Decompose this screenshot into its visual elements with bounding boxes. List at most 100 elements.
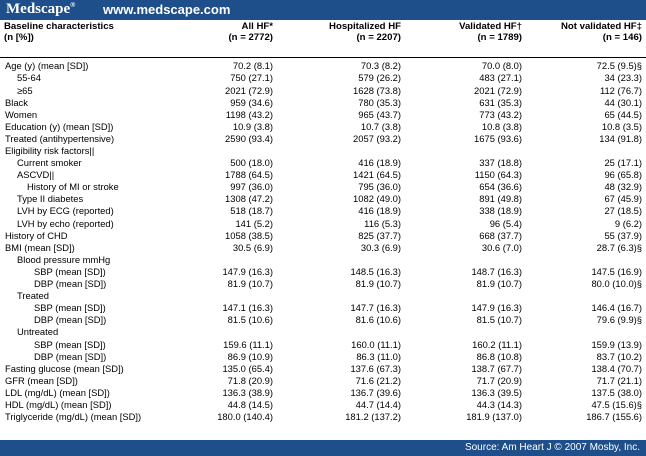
row-value: 80.0 (10.0)§ [591, 278, 642, 290]
row-value [277, 290, 405, 302]
row-value: 28.7 (6.3)§ [596, 241, 642, 253]
row-value: 1788 (64.5) [225, 169, 273, 181]
row-value: 72.5 (9.5)§ [596, 60, 642, 72]
table-row: Untreated [0, 326, 646, 338]
table-header-row: Baseline characteristics (n [%]) All HF*(… [0, 20, 646, 58]
row-value: 30.6 (7.0) [481, 241, 522, 253]
row-label: Age (y) (mean [SD]) [5, 60, 89, 72]
table-row: Black 959 (34.6) 780 (35.3) 631 (35.3) 44 (3… [0, 96, 646, 108]
row-value: 71.8 (20.9) [227, 374, 273, 386]
row-label: DBP (mean [SD]) [34, 350, 107, 362]
table-row: Blood pressure mmHg [0, 254, 646, 266]
row-value: 159.6 (11.1) [223, 338, 273, 350]
row-value: 81.9 (10.7) [355, 278, 401, 290]
row-value: 500 (18.0) [230, 157, 273, 169]
row-value: 81.6 (10.6) [355, 314, 401, 326]
table-row: SBP (mean [SD]) 147.1 (16.3) 147.7 (16.3) 1… [0, 302, 646, 314]
row-value: 47.5 (15.6)§ [591, 398, 642, 410]
row-value: 147.7 (16.3) [350, 302, 401, 314]
row-value: 825 (37.7) [358, 229, 401, 241]
row-value: 1058 (38.5) [225, 229, 273, 241]
row-value [185, 145, 277, 157]
row-value: 71.7 (20.9) [476, 374, 522, 386]
row-value: 148.5 (16.3) [350, 265, 401, 277]
row-value: 1198 (43.2) [225, 108, 273, 120]
row-value: 137.5 (38.0) [591, 386, 642, 398]
row-value [526, 290, 646, 302]
row-value: 579 (26.2) [358, 72, 401, 84]
row-label: ≥65 [17, 84, 33, 96]
row-value: 959 (34.6) [230, 96, 273, 108]
row-label: Blood pressure mmHg [17, 253, 111, 265]
row-value: 48 (32.9) [604, 181, 642, 193]
row-value: 138.7 (67.7) [471, 362, 522, 374]
row-value: 86.9 (10.9) [227, 350, 273, 362]
row-value: 10.8 (3.8) [481, 120, 522, 132]
row-value: 112 (76.7) [599, 84, 642, 96]
row-value: 654 (36.6) [479, 181, 522, 193]
row-value: 70.3 (8.2) [360, 60, 401, 72]
row-label: Fasting glucose (mean [SD]) [5, 362, 124, 374]
table-row: SBP (mean [SD]) 147.9 (16.3) 148.5 (16.3) 1… [0, 266, 646, 278]
row-label: BMI (mean [SD]) [5, 241, 75, 253]
row-value: 483 (27.1) [479, 72, 522, 84]
row-value [526, 326, 646, 338]
table-row: BMI (mean [SD]) 30.5 (6.9) 30.3 (6.9) 30.6 … [0, 241, 646, 253]
row-value: 147.5 (16.9) [591, 265, 642, 277]
row-value [405, 254, 526, 266]
table-row: Type II diabetes 1308 (47.2) 1082 (49.0) 89… [0, 193, 646, 205]
table-row: DBP (mean [SD]) 81.5 (10.6) 81.6 (10.6) 81.… [0, 314, 646, 326]
row-value: 518 (18.7) [230, 205, 273, 217]
row-value: 1421 (64.5) [353, 169, 401, 181]
row-value: 141 (5.2) [235, 217, 273, 229]
row-value [405, 145, 526, 157]
row-label: Education (y) (mean [SD]) [5, 120, 114, 132]
row-value: 147.9 (16.3) [222, 265, 273, 277]
row-value: 146.4 (16.7) [591, 302, 642, 314]
row-value: 70.2 (8.1) [232, 60, 273, 72]
row-value: 891 (49.8) [479, 193, 522, 205]
table-body: Age (y) (mean [SD]) 70.2 (8.1) 70.3 (8.2) 7… [0, 58, 646, 423]
row-value: 44.7 (14.4) [355, 398, 401, 410]
column-header-hospitalized-hf: Hospitalized HF (n = 2207) [277, 20, 405, 58]
row-value: 81.9 (10.7) [476, 278, 522, 290]
row-value: 2021 (72.9) [225, 84, 273, 96]
table-row: Treated [0, 290, 646, 302]
row-value: 136.3 (39.5) [471, 386, 522, 398]
row-label: Treated [17, 290, 49, 302]
row-value: 160.2 (11.1) [472, 338, 522, 350]
row-label: Triglyceride (mg/dL) (mean [SD]) [5, 411, 142, 423]
row-value: 795 (36.0) [358, 181, 401, 193]
row-value: 147.9 (16.3) [471, 302, 522, 314]
brand-text: Medscape [6, 1, 71, 17]
row-value: 416 (18.9) [358, 205, 401, 217]
row-value [405, 326, 526, 338]
row-value: 1675 (93.6) [474, 132, 522, 144]
brand-registered-mark: ® [70, 1, 76, 9]
column-header-characteristics: Baseline characteristics (n [%]) [0, 20, 185, 58]
row-value: 2057 (93.2) [353, 132, 401, 144]
row-value: 96 (65.8) [604, 169, 642, 181]
table-row: Education (y) (mean [SD]) 10.9 (3.8) 10.7 … [0, 120, 646, 132]
row-value: 44 (30.1) [604, 96, 642, 108]
row-label: SBP (mean [SD]) [34, 338, 106, 350]
row-value: 79.6 (9.9)§ [596, 314, 642, 326]
row-value: 65 (44.5) [604, 108, 642, 120]
row-label: LDL (mg/dL) (mean [SD]) [5, 386, 110, 398]
row-value [277, 145, 405, 157]
row-value: 136.7 (39.6) [350, 386, 401, 398]
table-row: History of MI or stroke 997 (36.0) 795 (36… [0, 181, 646, 193]
medscape-header: Medscape® www.medscape.com [0, 0, 646, 20]
row-label: Black [5, 96, 28, 108]
row-label: History of MI or stroke [27, 181, 119, 193]
medscape-logo[interactable]: Medscape® [6, 1, 75, 18]
row-label: DBP (mean [SD]) [34, 278, 107, 290]
row-value: 96 (5.4) [489, 217, 522, 229]
row-value: 34 (23.3) [604, 72, 642, 84]
site-url-link[interactable]: www.medscape.com [103, 2, 231, 17]
row-value: 181.9 (137.0) [466, 411, 522, 423]
row-value: 186.7 (155.6) [586, 411, 642, 423]
column-header-not-validated-hf: Not validated HF‡ (n = 146) [526, 20, 646, 58]
row-value: 136.3 (38.9) [222, 386, 273, 398]
row-value [526, 254, 646, 266]
